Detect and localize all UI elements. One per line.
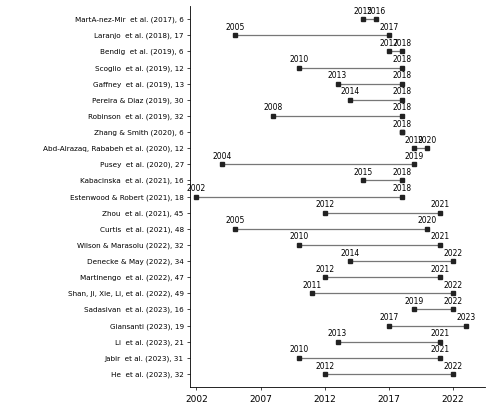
Text: 2022: 2022 xyxy=(444,297,462,306)
Text: 2015: 2015 xyxy=(354,7,373,16)
Text: 2021: 2021 xyxy=(430,233,450,241)
Text: 2018: 2018 xyxy=(392,55,411,64)
Text: 2012: 2012 xyxy=(315,200,334,209)
Text: 2023: 2023 xyxy=(456,313,475,322)
Text: 2017: 2017 xyxy=(379,39,398,48)
Text: 2019: 2019 xyxy=(405,297,424,306)
Text: 2022: 2022 xyxy=(444,281,462,290)
Text: 2022: 2022 xyxy=(444,249,462,258)
Text: 2004: 2004 xyxy=(212,152,232,161)
Text: 2018: 2018 xyxy=(392,168,411,177)
Text: 2013: 2013 xyxy=(328,329,347,338)
Text: 2012: 2012 xyxy=(315,362,334,371)
Text: 2015: 2015 xyxy=(354,168,373,177)
Text: 2010: 2010 xyxy=(290,233,308,241)
Text: 2011: 2011 xyxy=(302,281,322,290)
Text: 2022: 2022 xyxy=(444,362,462,371)
Text: 2018: 2018 xyxy=(392,39,411,48)
Text: 2021: 2021 xyxy=(430,265,450,274)
Text: 2018: 2018 xyxy=(392,104,411,112)
Text: 2005: 2005 xyxy=(225,216,244,225)
Text: 2021: 2021 xyxy=(430,200,450,209)
Text: 2018: 2018 xyxy=(392,119,411,129)
Text: 2018: 2018 xyxy=(392,87,411,97)
Text: 2013: 2013 xyxy=(328,71,347,80)
Text: 2008: 2008 xyxy=(264,104,283,112)
Text: 2021: 2021 xyxy=(430,329,450,338)
Text: 2010: 2010 xyxy=(290,55,308,64)
Text: 2019: 2019 xyxy=(405,152,424,161)
Text: 2010: 2010 xyxy=(290,345,308,354)
Text: 2005: 2005 xyxy=(225,23,244,32)
Text: 2020: 2020 xyxy=(418,216,437,225)
Text: 2019: 2019 xyxy=(405,136,424,145)
Text: 2018: 2018 xyxy=(392,184,411,193)
Text: 2002: 2002 xyxy=(187,184,206,193)
Text: 2012: 2012 xyxy=(315,265,334,274)
Text: 2014: 2014 xyxy=(340,249,360,258)
Text: 2020: 2020 xyxy=(418,136,437,145)
Text: 2018: 2018 xyxy=(392,71,411,80)
Text: 2017: 2017 xyxy=(379,23,398,32)
Text: 2016: 2016 xyxy=(366,7,386,16)
Text: 2014: 2014 xyxy=(340,87,360,97)
Text: 2021: 2021 xyxy=(430,345,450,354)
Text: 2017: 2017 xyxy=(379,313,398,322)
